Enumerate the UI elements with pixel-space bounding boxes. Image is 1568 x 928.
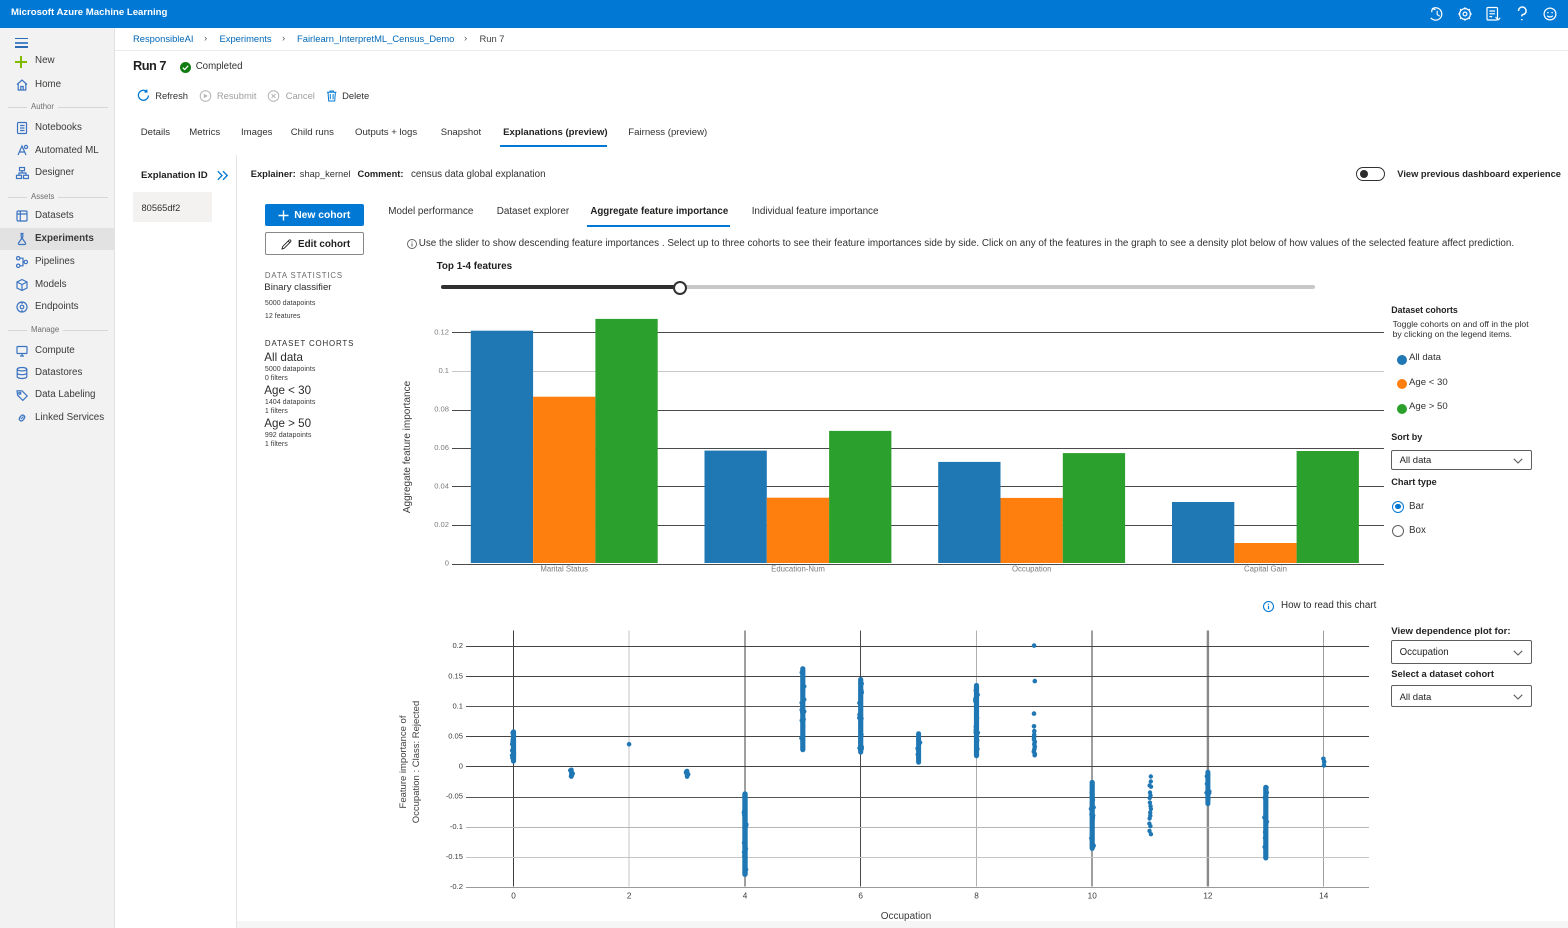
svg-text:0.08: 0.08 — [434, 405, 449, 414]
svg-text:0.02: 0.02 — [434, 520, 449, 529]
svg-text:-0.2: -0.2 — [450, 882, 463, 891]
svg-text:12: 12 — [1203, 892, 1213, 901]
svg-text:0: 0 — [511, 892, 516, 901]
svg-text:0.2: 0.2 — [452, 641, 463, 650]
svg-text:0.04: 0.04 — [434, 482, 449, 491]
svg-text:0: 0 — [459, 762, 463, 771]
svg-text:0.05: 0.05 — [448, 732, 463, 741]
svg-text:2: 2 — [627, 892, 632, 901]
svg-text:0.12: 0.12 — [434, 328, 449, 337]
svg-text:0: 0 — [445, 559, 449, 568]
svg-text:Capital Gain: Capital Gain — [1244, 565, 1287, 574]
svg-text:6: 6 — [858, 892, 863, 901]
svg-text:-0.15: -0.15 — [446, 852, 463, 861]
svg-text:Education-Num: Education-Num — [771, 565, 825, 574]
svg-text:0.15: 0.15 — [448, 671, 463, 680]
svg-text:14: 14 — [1319, 892, 1329, 901]
svg-text:-0.1: -0.1 — [450, 822, 463, 831]
svg-text:0.1: 0.1 — [438, 366, 449, 375]
svg-text:10: 10 — [1088, 892, 1098, 901]
svg-text:4: 4 — [743, 892, 748, 901]
svg-text:Occupation : Class: Rejected: Occupation : Class: Rejected — [411, 701, 422, 824]
svg-text:0.1: 0.1 — [452, 701, 463, 710]
svg-text:Occupation: Occupation — [881, 911, 932, 922]
svg-text:8: 8 — [974, 892, 979, 901]
svg-text:-0.05: -0.05 — [446, 792, 463, 801]
svg-text:0.06: 0.06 — [434, 443, 449, 452]
svg-text:Aggregate feature importance: Aggregate feature importance — [402, 380, 413, 513]
svg-text:Occupation: Occupation — [1012, 565, 1051, 574]
svg-text:Feature importance of: Feature importance of — [398, 715, 409, 808]
svg-text:Marital Status: Marital Status — [540, 565, 588, 574]
